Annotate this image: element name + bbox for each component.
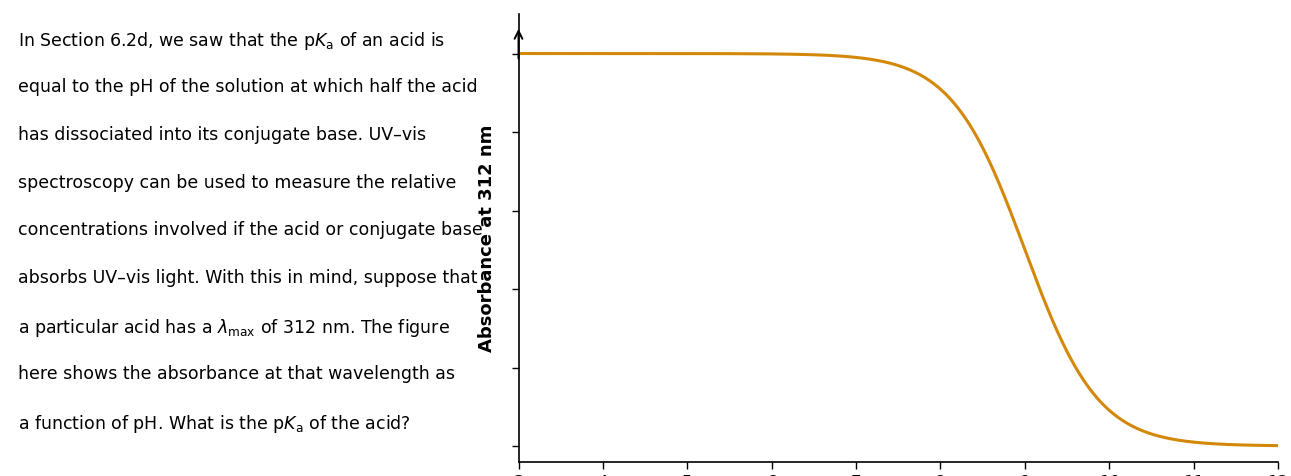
Text: has dissociated into its conjugate base. UV–vis: has dissociated into its conjugate base.… <box>18 126 426 144</box>
Text: a particular acid has a $\lambda_\mathregular{max}$ of 312 nm. The figure: a particular acid has a $\lambda_\mathre… <box>18 317 449 339</box>
Text: spectroscopy can be used to measure the relative: spectroscopy can be used to measure the … <box>18 174 456 191</box>
Text: In Section 6.2d, we saw that the p$K_\mathregular{a}$ of an acid is: In Section 6.2d, we saw that the p$K_\ma… <box>18 30 445 52</box>
Text: concentrations involved if the acid or conjugate base: concentrations involved if the acid or c… <box>18 221 483 239</box>
Text: a function of pH. What is the p$K_\mathregular{a}$ of the acid?: a function of pH. What is the p$K_\mathr… <box>18 413 411 435</box>
Text: equal to the pH of the solution at which half the acid: equal to the pH of the solution at which… <box>18 78 478 96</box>
Text: here shows the absorbance at that wavelength as: here shows the absorbance at that wavele… <box>18 365 454 383</box>
Text: absorbs UV–vis light. With this in mind, suppose that: absorbs UV–vis light. With this in mind,… <box>18 269 478 288</box>
Y-axis label: Absorbance at 312 nm: Absorbance at 312 nm <box>478 124 496 352</box>
